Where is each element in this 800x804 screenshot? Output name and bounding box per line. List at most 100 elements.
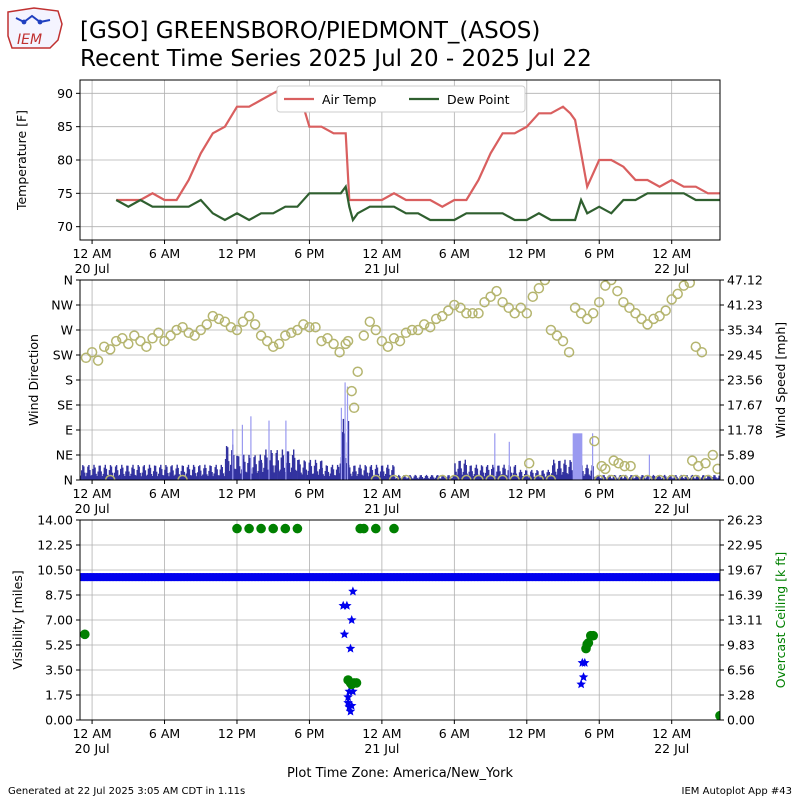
wind-speed-bar bbox=[317, 474, 320, 480]
visibility-marker bbox=[417, 573, 420, 582]
visibility-marker bbox=[413, 573, 416, 582]
visibility-marker bbox=[520, 573, 523, 582]
x-tick-label: 6 PM bbox=[584, 246, 614, 261]
wind-speed-bar bbox=[370, 465, 373, 480]
wind-speed-bar bbox=[221, 467, 223, 480]
visibility-marker bbox=[359, 573, 362, 582]
wind-speed-bar bbox=[566, 473, 568, 480]
wind-speed-bar bbox=[541, 470, 543, 480]
visibility-marker bbox=[701, 573, 704, 582]
visibility-marker bbox=[156, 573, 159, 582]
wind-speed-bar bbox=[418, 477, 420, 480]
wind-speed-bar bbox=[151, 476, 154, 480]
wind-direction-point bbox=[589, 435, 600, 447]
wind-speed-bar bbox=[366, 472, 368, 480]
visibility-marker bbox=[261, 573, 264, 582]
visibility-marker bbox=[194, 573, 197, 582]
x-tick-sublabel: 22 Jul bbox=[654, 501, 689, 516]
visibility-marker bbox=[135, 573, 138, 582]
wind-speed-bar bbox=[132, 464, 134, 480]
visibility-marker bbox=[116, 573, 119, 582]
visibility-marker bbox=[175, 573, 178, 582]
visibility-marker bbox=[214, 573, 217, 582]
wind-direction-point bbox=[455, 302, 466, 314]
wind-speed-bar bbox=[552, 465, 554, 480]
x-tick-label: 6 PM bbox=[584, 486, 614, 501]
visibility-panel: 0.00 1.75 3.50 5.25 7.00 8.75 10.50 12.25 14.00 0… bbox=[10, 513, 788, 757]
wind-speed-bar bbox=[94, 467, 96, 480]
wind-direction-point bbox=[575, 308, 587, 319]
visibility-marker bbox=[637, 573, 641, 582]
visibility-marker bbox=[106, 573, 109, 582]
x-tick-label: 6 PM bbox=[294, 246, 324, 261]
visibility-marker bbox=[287, 573, 290, 582]
wind-speed-bar bbox=[140, 476, 142, 480]
visibility-marker bbox=[619, 573, 622, 582]
wind-speed-bar bbox=[106, 474, 109, 480]
wind-speed-bar bbox=[273, 472, 275, 480]
x-tick-label: 6 AM bbox=[149, 726, 180, 741]
wind-speed-bar bbox=[498, 465, 500, 480]
wind-direction-point bbox=[551, 330, 563, 341]
visibility-marker bbox=[466, 573, 470, 582]
visibility-marker bbox=[555, 573, 558, 582]
air-temp-line bbox=[116, 85, 720, 208]
wind-speed-bar bbox=[476, 468, 479, 480]
visibility-plot-area bbox=[80, 523, 720, 720]
wind-direction-point bbox=[292, 324, 303, 336]
wind-speed-bar bbox=[701, 477, 703, 480]
visibility-marker bbox=[608, 573, 612, 582]
wind-direction-point bbox=[352, 366, 363, 377]
wind-speed-bar bbox=[588, 474, 590, 480]
wind-speed-bar bbox=[490, 475, 492, 480]
wind-speed-bar bbox=[561, 474, 563, 480]
wind-speed-bar bbox=[162, 475, 164, 480]
visibility-marker bbox=[435, 573, 438, 582]
wind-speed-bar bbox=[425, 474, 428, 480]
wind-speed-bar bbox=[714, 475, 716, 480]
wind-speed-bar bbox=[410, 476, 412, 480]
wind-speed-bar bbox=[251, 473, 253, 480]
visibility-marker bbox=[235, 573, 238, 582]
wind-speed-bar bbox=[646, 475, 648, 480]
visibility-marker bbox=[465, 573, 468, 582]
wind-speed-bar bbox=[451, 478, 453, 480]
wind-speed-bar bbox=[383, 471, 385, 480]
wind-speed-bar bbox=[222, 473, 225, 480]
visibility-marker bbox=[620, 573, 623, 582]
visibility-marker bbox=[693, 573, 696, 582]
temperature-axis-label: Temperature [F] bbox=[14, 110, 29, 211]
wind-speed-bar bbox=[97, 471, 99, 480]
visibility-marker bbox=[610, 573, 613, 582]
wind-direction-point bbox=[612, 285, 623, 297]
visibility-marker bbox=[677, 573, 680, 582]
wind-speed-bar bbox=[166, 466, 168, 480]
visibility-marker bbox=[190, 573, 193, 582]
visibility-marker bbox=[104, 573, 107, 582]
wind-speed-bar bbox=[142, 466, 144, 480]
visibility-marker bbox=[493, 573, 496, 582]
wind-speed-bar bbox=[475, 464, 478, 480]
wind-speed-bar bbox=[197, 472, 199, 480]
visibility-marker bbox=[180, 573, 183, 582]
visibility-marker bbox=[393, 573, 396, 582]
wind-speed-bar bbox=[583, 475, 585, 480]
wind-gust-bar bbox=[268, 420, 270, 480]
wind-direction-point bbox=[485, 291, 496, 302]
wind-direction-point bbox=[207, 310, 219, 322]
wind-speed-bar bbox=[244, 461, 246, 480]
panel-frame bbox=[79, 519, 721, 721]
wind-speed-bar bbox=[252, 467, 254, 480]
wind-speed-bar bbox=[680, 474, 682, 480]
wind-speed-bar bbox=[157, 476, 159, 480]
right-y-tick-label: 23.56 bbox=[727, 373, 763, 388]
wind-speed-bar bbox=[376, 467, 379, 480]
visibility-marker bbox=[443, 573, 446, 582]
wind-speed-bar bbox=[408, 475, 410, 480]
visibility-marker bbox=[301, 573, 304, 582]
visibility-marker bbox=[408, 573, 412, 582]
wind-speed-bar bbox=[309, 459, 312, 480]
visibility-marker bbox=[233, 573, 236, 582]
wind-speed-bar bbox=[638, 478, 640, 480]
visibility-marker bbox=[188, 573, 191, 582]
